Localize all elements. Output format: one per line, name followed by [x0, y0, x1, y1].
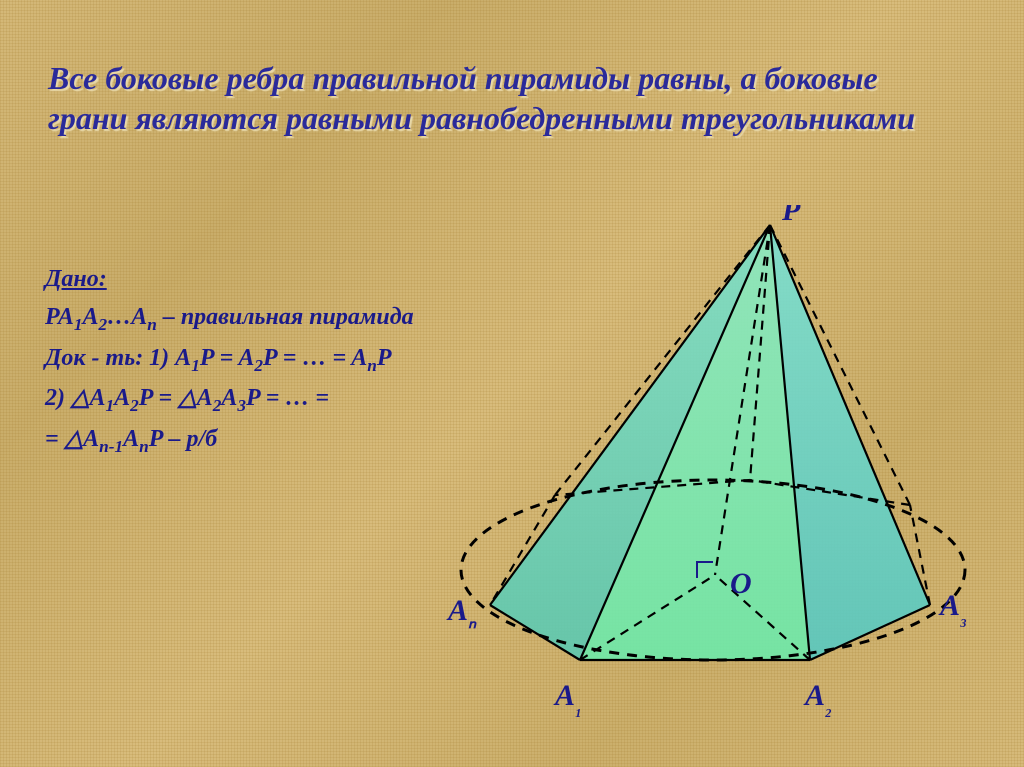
svg-text:A₁: A₁ [553, 679, 582, 718]
svg-text:P: P [781, 205, 801, 227]
svg-text:O: O [730, 567, 752, 600]
svg-text:A₂: A₂ [803, 679, 832, 718]
svg-text:A₃: A₃ [938, 589, 967, 628]
pyramid-svg: P O Aₙ A₁ A₂ A₃ [430, 205, 990, 745]
pyramid-diagram: P O Aₙ A₁ A₂ A₃ [430, 205, 990, 745]
slide-title: Все боковые ребра правильной пирамиды ра… [48, 58, 928, 138]
svg-text:Aₙ: Aₙ [446, 594, 477, 633]
